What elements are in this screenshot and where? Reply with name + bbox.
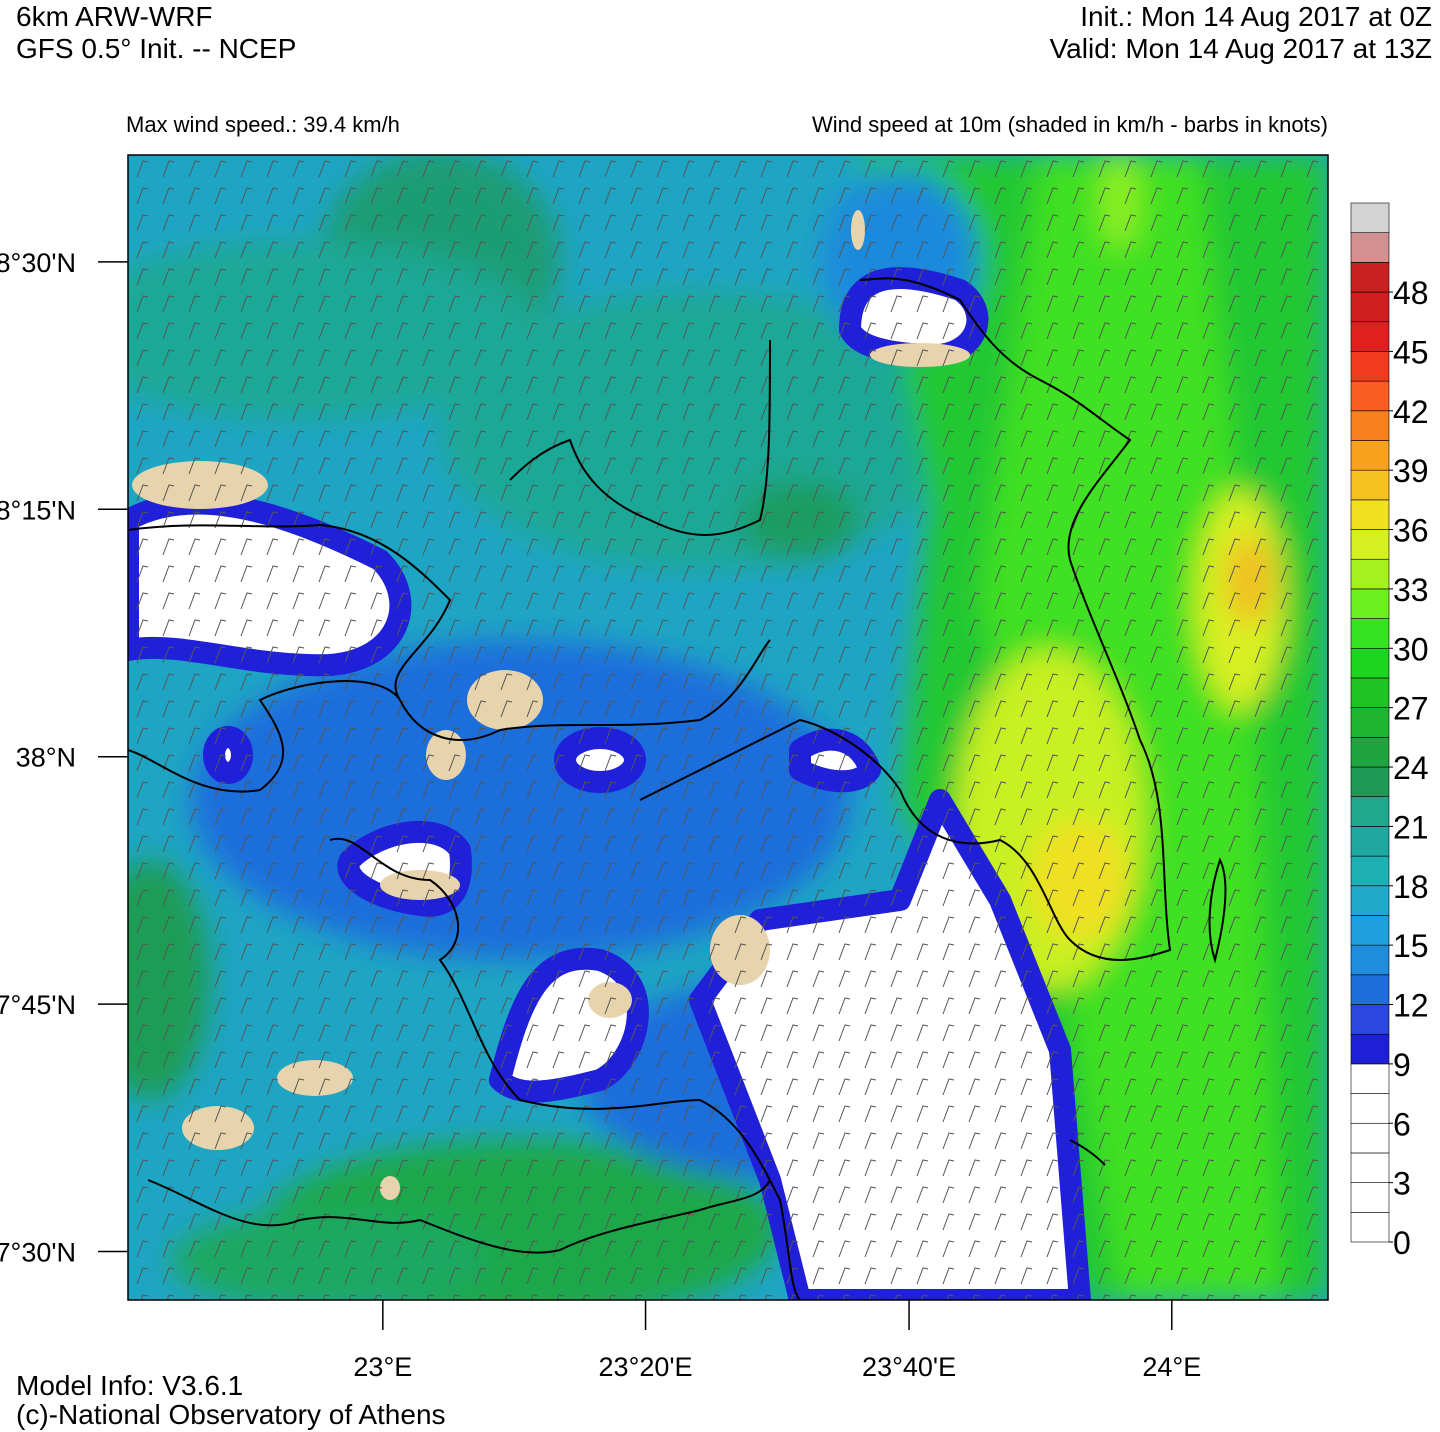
color-bin (1350, 885, 1390, 916)
map-axes: 23°E 23°20'E 23°40'E 24°E 38°30'N 38°15'N 38°N… (0, 248, 1201, 1382)
color-bin (1350, 380, 1390, 412)
y-tick-label: 37°45'N (0, 990, 76, 1020)
color-bin (1350, 855, 1390, 887)
init-source: GFS 0.5° Init. -- NCEP (16, 33, 296, 64)
color-bin (1350, 202, 1390, 233)
colorbar-label: 9 (1393, 1047, 1411, 1083)
plot-frame (127, 154, 1329, 1301)
colorbar-label: 45 (1393, 334, 1429, 370)
x-tick-label: 24°E (1142, 1352, 1201, 1382)
color-bin (1350, 410, 1390, 441)
color-bin (1350, 529, 1390, 560)
color-bin (1350, 1093, 1390, 1124)
color-bin (1350, 1063, 1390, 1094)
color-bin (1350, 232, 1390, 263)
y-tick-label: 38°N (16, 743, 76, 773)
y-tick-label: 38°15'N (0, 495, 76, 525)
model-title: 6km ARW-WRF (16, 1, 213, 32)
color-bin (1350, 351, 1390, 382)
color-bin (1350, 826, 1390, 857)
color-bin (1350, 766, 1390, 798)
x-tick-label: 23°E (353, 1352, 412, 1382)
color-bin (1350, 707, 1390, 738)
color-bin (1350, 558, 1390, 590)
y-tick-label: 38°30'N (0, 248, 76, 278)
color-bin (1350, 291, 1390, 323)
color-bin (1350, 469, 1390, 501)
coastlines (128, 277, 1227, 1300)
colorbar-label: 0 (1393, 1225, 1411, 1261)
valid-time: Valid: Mon 14 Aug 2017 at 13Z (1050, 33, 1432, 64)
color-bin (1350, 499, 1390, 530)
credit: (c)-National Observatory of Athens (16, 1399, 446, 1430)
colorbar-label: 30 (1393, 631, 1429, 667)
color-bin (1350, 915, 1390, 946)
field-description: Wind speed at 10m (shaded in km/h - barb… (812, 112, 1328, 137)
color-bin (1350, 1004, 1390, 1035)
y-tick-label: 37°30'N (0, 1238, 76, 1268)
color-bin (1350, 1152, 1390, 1183)
colorbar-label: 39 (1393, 453, 1429, 489)
color-bin (1350, 1212, 1390, 1243)
colorbar-label: 48 (1393, 275, 1429, 311)
color-bin (1350, 262, 1390, 293)
color-bin (1350, 588, 1390, 619)
color-bin (1350, 618, 1390, 649)
colorbar-label: 27 (1393, 691, 1429, 727)
color-bin (1350, 1033, 1390, 1065)
color-bin (1350, 974, 1390, 1005)
color-bin (1350, 647, 1390, 679)
colorbar-label: 15 (1393, 928, 1429, 964)
x-tick-label: 23°40'E (862, 1352, 956, 1382)
colorbar-label: 21 (1393, 809, 1429, 845)
colorbar-label: 12 (1393, 988, 1429, 1024)
color-bin (1350, 737, 1390, 768)
color-bin (1350, 1122, 1390, 1154)
color-bin (1350, 796, 1390, 827)
color-bin (1350, 321, 1390, 352)
colorbar-label: 6 (1393, 1106, 1411, 1142)
init-time: Init.: Mon 14 Aug 2017 at 0Z (1080, 1, 1432, 32)
max-wind: Max wind speed.: 39.4 km/h (126, 112, 400, 137)
colorbar-label: 33 (1393, 572, 1429, 608)
colorbar-label: 24 (1393, 750, 1429, 786)
colorbar-label: 18 (1393, 869, 1429, 905)
color-bin (1350, 1182, 1390, 1213)
color-bin (1350, 440, 1390, 471)
color-bin (1350, 677, 1390, 708)
colorbar-label: 42 (1393, 394, 1429, 430)
model-info: Model Info: V3.6.1 (16, 1370, 243, 1401)
color-bin (1350, 944, 1390, 976)
x-tick-label: 23°20'E (599, 1352, 693, 1382)
colorbar-label: 3 (1393, 1166, 1411, 1202)
wind-field (128, 155, 1328, 1300)
colorbar-label: 36 (1393, 513, 1429, 549)
